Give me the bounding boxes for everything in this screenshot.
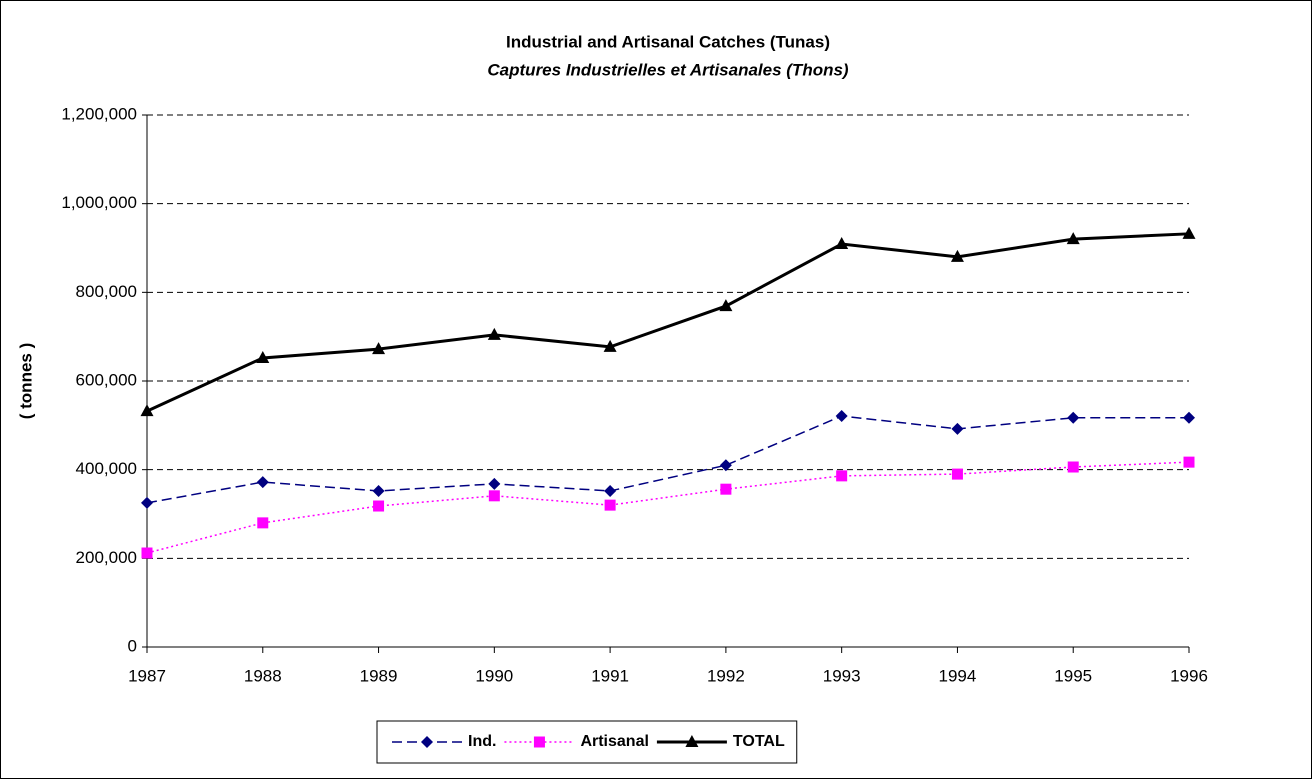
marker bbox=[488, 477, 501, 490]
x-tick-label: 1991 bbox=[591, 666, 629, 685]
marker bbox=[835, 410, 848, 423]
x-tick-label: 1990 bbox=[475, 666, 513, 685]
marker bbox=[604, 484, 617, 497]
x-tick-label: 1996 bbox=[1170, 666, 1208, 685]
y-tick-label: 200,000 bbox=[76, 548, 137, 567]
marker bbox=[685, 735, 699, 747]
marker bbox=[533, 736, 545, 748]
legend: Ind. Artisanal TOTAL bbox=[376, 720, 798, 764]
chart-title: Industrial and Artisanal Catches (Tunas) bbox=[506, 32, 830, 51]
marker bbox=[1066, 232, 1080, 245]
marker bbox=[373, 500, 385, 512]
y-tick-label: 400,000 bbox=[76, 459, 137, 478]
marker bbox=[141, 496, 153, 509]
x-tick-label: 1987 bbox=[128, 666, 166, 685]
series-line bbox=[146, 461, 1190, 554]
marker bbox=[603, 339, 617, 352]
legend-label: Artisanal bbox=[580, 733, 648, 750]
marker bbox=[1067, 411, 1080, 424]
marker bbox=[421, 736, 433, 748]
y-tick-label: 800,000 bbox=[76, 282, 137, 301]
marker bbox=[256, 476, 269, 489]
y-tick-label: 1,200,000 bbox=[61, 104, 137, 123]
marker bbox=[1182, 226, 1196, 239]
y-tick-label: 1,000,000 bbox=[61, 193, 137, 212]
marker bbox=[1067, 461, 1079, 473]
marker bbox=[604, 499, 616, 511]
marker bbox=[950, 249, 964, 262]
marker bbox=[951, 468, 963, 480]
y-tick-label: 0 bbox=[128, 636, 137, 655]
marker bbox=[1183, 411, 1195, 424]
marker bbox=[256, 350, 270, 363]
series-line bbox=[146, 232, 1190, 413]
x-tick-label: 1992 bbox=[707, 666, 745, 685]
marker bbox=[141, 547, 153, 559]
x-tick-label: 1988 bbox=[244, 666, 282, 685]
marker bbox=[719, 459, 732, 472]
series-line bbox=[146, 415, 1189, 504]
x-tick-label: 1994 bbox=[939, 666, 977, 685]
marker bbox=[719, 299, 733, 312]
marker bbox=[835, 237, 849, 250]
legend-label: Ind. bbox=[468, 733, 496, 750]
y-tick-label: 600,000 bbox=[76, 370, 137, 389]
marker bbox=[488, 490, 500, 502]
x-tick-label: 1993 bbox=[823, 666, 861, 685]
marker bbox=[836, 470, 848, 482]
marker bbox=[951, 422, 964, 435]
y-axis-label: ( tonnes ) bbox=[16, 343, 35, 420]
legend-label: TOTAL bbox=[733, 733, 785, 750]
marker bbox=[257, 517, 269, 529]
marker bbox=[1183, 456, 1195, 468]
marker bbox=[372, 342, 386, 355]
marker bbox=[140, 404, 154, 417]
chart-subtitle: Captures Industrielles et Artisanales (T… bbox=[487, 60, 849, 79]
marker bbox=[487, 327, 501, 340]
x-tick-label: 1989 bbox=[360, 666, 398, 685]
marker bbox=[372, 484, 385, 497]
marker bbox=[720, 483, 732, 495]
x-tick-label: 1995 bbox=[1054, 666, 1092, 685]
